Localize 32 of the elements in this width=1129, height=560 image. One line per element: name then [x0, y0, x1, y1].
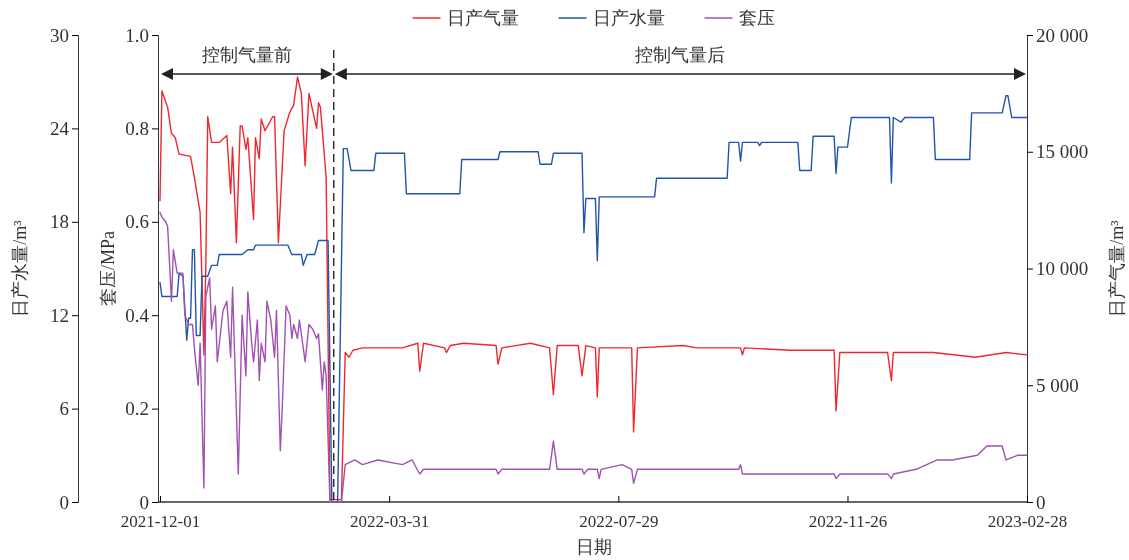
- y-tick-label: 24: [50, 117, 70, 139]
- legend-label: 日产水量: [592, 8, 665, 28]
- y2-tick-label: 0: [1036, 491, 1046, 513]
- y2-tick-label: 10 000: [1036, 258, 1089, 280]
- y3-tick-label: 0.2: [125, 398, 149, 420]
- legend-label: 套压: [738, 8, 775, 28]
- y2-tick-label: 5 000: [1036, 374, 1079, 396]
- y-tick-label: 30: [50, 24, 69, 46]
- y-tick-label: 18: [50, 211, 69, 233]
- y3-axis-title: 套压/MPa: [98, 230, 118, 307]
- y2-tick-label: 15 000: [1036, 141, 1089, 163]
- x-tick-label: 2022-03-31: [350, 512, 430, 532]
- x-tick-label: 2022-11-26: [808, 512, 888, 532]
- annotation: 控制气量后: [635, 45, 726, 65]
- y3-tick-label: 0.4: [125, 304, 150, 326]
- y-tick-label: 0: [59, 491, 69, 513]
- y2-axis-title: 日产气量/m³: [1107, 219, 1127, 317]
- x-tick-label: 2023-02-28: [987, 512, 1068, 532]
- x-axis-title: 日期: [575, 537, 612, 557]
- y-tick-label: 6: [59, 398, 69, 420]
- y-axis-title: 日产水量/m³: [10, 219, 30, 317]
- y3-tick-label: 1.0: [125, 24, 149, 46]
- y2-tick-label: 20 000: [1036, 24, 1089, 46]
- y-tick-label: 12: [50, 304, 69, 326]
- y3-tick-label: 0.8: [125, 117, 149, 139]
- y3-tick-label: 0.6: [125, 211, 149, 233]
- legend-label: 日产气量: [446, 8, 519, 28]
- x-tick-label: 2021-12-01: [120, 512, 201, 532]
- annotation: 控制气量前: [201, 45, 292, 65]
- x-tick-label: 2022-07-29: [579, 512, 659, 532]
- y3-tick-label: 0: [139, 491, 149, 513]
- line-series: [159, 211, 1028, 503]
